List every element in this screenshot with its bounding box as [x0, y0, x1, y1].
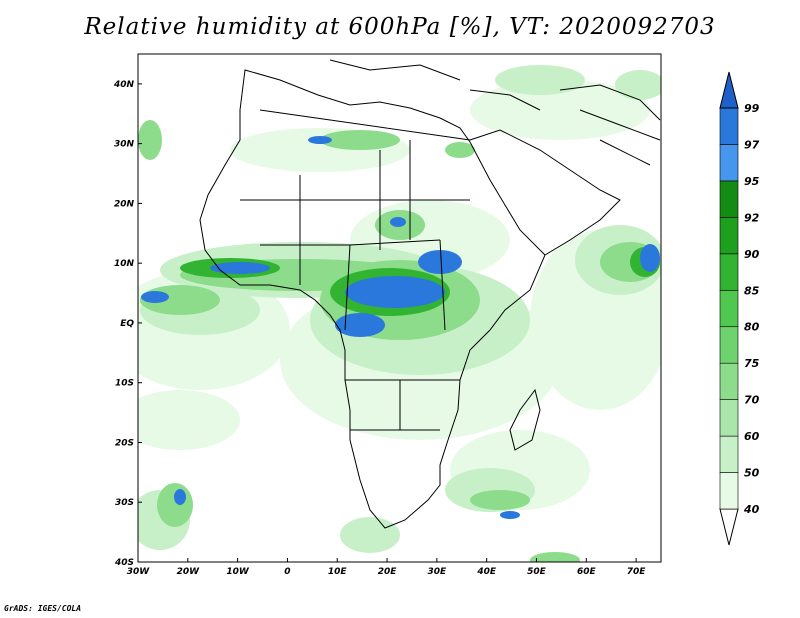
- colorbar-box: [719, 289, 739, 328]
- colorbar-box: [719, 180, 739, 218]
- coastlines-and-borders: [199, 59, 661, 529]
- lat-tick-label: EQ: [120, 319, 134, 329]
- colorbar-label: 70: [744, 394, 760, 407]
- lon-tick-label: 20E: [378, 567, 398, 577]
- colorbar-label: 95: [744, 175, 760, 188]
- colorbar-box: [719, 362, 739, 400]
- map-title: Relative humidity at 600hPa [%], VT: 202…: [84, 14, 716, 40]
- lat-tick-label: 40N: [113, 80, 135, 90]
- colorbar-label: 80: [744, 321, 760, 334]
- map-axes: 30W 20W 10W 0 10E 20E 30E 40E 50E 60E 70E 40N 30N 20N…: [113, 80, 646, 577]
- lat-tick-label: 30N: [114, 140, 135, 150]
- plot-frame: [137, 53, 662, 563]
- colorbar-label: 90: [744, 248, 760, 261]
- colorbar-box: [719, 435, 739, 473]
- colorbar-label: 40: [743, 503, 760, 516]
- lon-tick-label: 20W: [177, 567, 201, 577]
- colorbar-lower-triangle: [719, 508, 739, 546]
- colorbar-label: 92: [744, 211, 760, 224]
- colorbar-label: 50: [744, 467, 760, 480]
- colorbar-box: [719, 399, 739, 437]
- lon-tick-label: 60E: [577, 567, 597, 577]
- lon-tick-label: 10W: [226, 567, 250, 577]
- lon-tick-label: 30W: [127, 567, 151, 577]
- lat-tick-label: 10S: [115, 379, 134, 389]
- lat-tick-label: 20S: [115, 438, 134, 448]
- lat-tick-label: 30S: [115, 498, 134, 508]
- lat-tick-label: 20N: [114, 199, 135, 209]
- lon-tick-label: 40E: [476, 567, 497, 577]
- colorbar-label: 85: [744, 284, 760, 297]
- colorbar-upper-triangle: [719, 71, 739, 109]
- colorbar-box: [719, 472, 739, 510]
- colorbar-box: [719, 144, 739, 182]
- lat-tick-label: 10N: [114, 259, 135, 269]
- colorbar-label: 60: [744, 430, 760, 443]
- colorbar-box: [719, 107, 739, 145]
- colorbar: 40 50 60 70 75 80 85 90 92 95 97 99: [719, 71, 760, 546]
- colorbar-label: 97: [744, 138, 760, 151]
- humidity-field: [138, 54, 661, 562]
- colorbar-box: [719, 253, 739, 291]
- lon-tick-label: 50E: [527, 567, 547, 577]
- lat-tick-label: 40S: [114, 558, 134, 568]
- colorbar-label: 99: [744, 102, 760, 115]
- lon-tick-label: 10E: [328, 567, 348, 577]
- grads-credit: GrADS: IGES/COLA: [4, 604, 82, 613]
- colorbar-box: [719, 217, 739, 255]
- lon-tick-label: 70E: [627, 567, 647, 577]
- lon-tick-label: 30E: [428, 567, 448, 577]
- colorbar-box: [719, 326, 739, 364]
- colorbar-label: 75: [744, 357, 760, 370]
- lon-tick-label: 0: [284, 567, 290, 577]
